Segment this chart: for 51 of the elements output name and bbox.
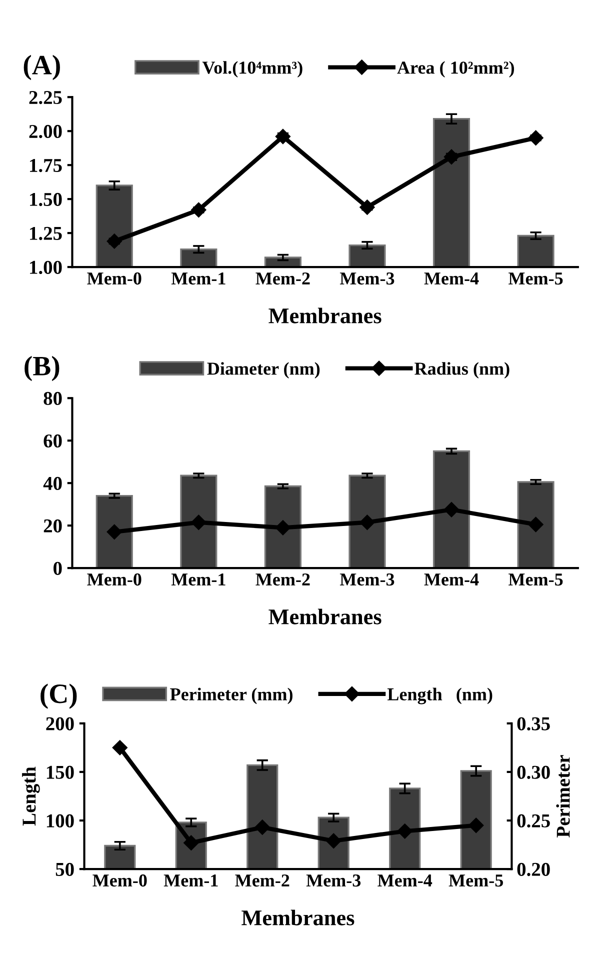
y-tick-label: 0 bbox=[54, 562, 62, 575]
y-tick-label: 20 bbox=[44, 519, 62, 532]
x-tick-label: Mem-3 bbox=[306, 874, 361, 887]
x-tick-label: Mem-1 bbox=[171, 574, 226, 586]
x-axis-title: Membranes bbox=[268, 308, 382, 324]
x-tick-label: Mem-1 bbox=[164, 874, 218, 887]
y2-tick-label: 0.25 bbox=[517, 814, 550, 828]
x-tick-label: Mem-5 bbox=[508, 574, 563, 586]
x-tick-label: Mem-3 bbox=[340, 573, 394, 586]
y-tick-label: 200 bbox=[46, 717, 74, 730]
x-tick-label: Mem-2 bbox=[256, 573, 310, 586]
chart-title: (C) bbox=[40, 684, 77, 709]
x-tick-label: Mem-2 bbox=[256, 272, 310, 285]
y-axis-title: Length bbox=[22, 766, 40, 826]
x-tick-label: Mem-0 bbox=[92, 874, 147, 887]
y-tick-label: 50 bbox=[56, 862, 74, 876]
x-tick-label: Mem-1 bbox=[171, 272, 226, 285]
y2-tick-label: 0.35 bbox=[517, 717, 550, 730]
y2-tick-label: 0.30 bbox=[517, 766, 550, 779]
x-tick-label: Mem-4 bbox=[424, 272, 479, 285]
y2-axis-title: Perimeter bbox=[556, 755, 570, 838]
legend-label: Radius (nm) bbox=[414, 362, 510, 378]
legend-label: Perimeter (mm) bbox=[170, 688, 292, 704]
y-tick-label: 100 bbox=[46, 814, 74, 828]
x-tick-label: Mem-0 bbox=[87, 573, 142, 586]
x-axis-title: Membranes bbox=[268, 608, 382, 624]
chart-title: (B) bbox=[24, 356, 60, 382]
y-tick-label: 1.00 bbox=[30, 260, 62, 274]
x-tick-label: Mem-4 bbox=[378, 874, 432, 887]
chart-title: (A) bbox=[24, 54, 60, 80]
x-tick-label: Mem-4 bbox=[424, 574, 479, 586]
x-tick-label: Mem-2 bbox=[235, 874, 290, 887]
y-tick-label: 2.00 bbox=[29, 124, 62, 138]
y-tick-label: 40 bbox=[43, 476, 62, 490]
y2-tick-label: 0.20 bbox=[517, 862, 550, 876]
y-tick-label: 60 bbox=[44, 434, 62, 448]
y-tick-label: 1.75 bbox=[30, 158, 62, 172]
x-tick-label: Mem-0 bbox=[87, 272, 142, 285]
y-tick-label: 80 bbox=[44, 392, 62, 406]
y-tick-label: 150 bbox=[46, 766, 74, 779]
y-tick-label: 2.25 bbox=[29, 90, 62, 104]
x-axis-title: Membranes bbox=[242, 910, 354, 926]
x-tick-label: Mem-5 bbox=[508, 272, 563, 285]
legend-label: Diameter (nm) bbox=[207, 362, 320, 378]
legend-label: Vol.(10⁴mm³) bbox=[202, 61, 302, 78]
y-tick-label: 1.50 bbox=[30, 192, 62, 206]
legend-label: Area ( 10²mm²) bbox=[397, 61, 514, 78]
x-tick-label: Mem-3 bbox=[340, 272, 394, 285]
x-tick-label: Mem-5 bbox=[448, 874, 503, 887]
y-tick-label: 1.25 bbox=[30, 226, 62, 240]
legend-label: Length (nm) bbox=[387, 688, 492, 704]
